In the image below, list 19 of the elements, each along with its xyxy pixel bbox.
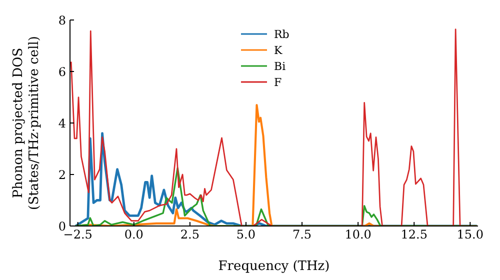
legend-label: Bi <box>274 60 286 72</box>
x-tick-label: 10.0 <box>344 228 372 242</box>
y-tick-label: 0 <box>58 219 66 234</box>
legend-label: K <box>274 44 282 56</box>
x-tick-label: 5.0 <box>236 228 256 242</box>
y-tick-label: 2 <box>58 168 66 182</box>
x-tick-label: 0.0 <box>124 228 144 242</box>
y-tick-label: 8 <box>58 13 66 28</box>
x-tick-label: 7.5 <box>292 228 312 242</box>
x-tick-label: 2.5 <box>180 228 200 242</box>
y-tick-label: 4 <box>58 116 66 130</box>
y-axis-title: Phonon projected DOS (States/THz·primitive cell) <box>11 36 42 210</box>
x-tick-label: 12.5 <box>400 228 428 242</box>
x-axis-title: Frequency (THz) <box>218 259 330 274</box>
line-series <box>74 167 478 226</box>
x-tick-label: 15.0 <box>456 228 484 242</box>
y-tick-label: 6 <box>58 64 66 79</box>
legend-label: Rb <box>274 28 290 40</box>
legend-label: F <box>274 76 282 88</box>
